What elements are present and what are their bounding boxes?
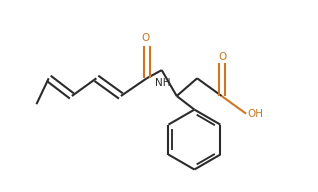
Text: OH: OH: [247, 109, 264, 119]
Text: NH: NH: [155, 78, 170, 88]
Text: O: O: [219, 52, 227, 62]
Text: O: O: [141, 33, 149, 43]
